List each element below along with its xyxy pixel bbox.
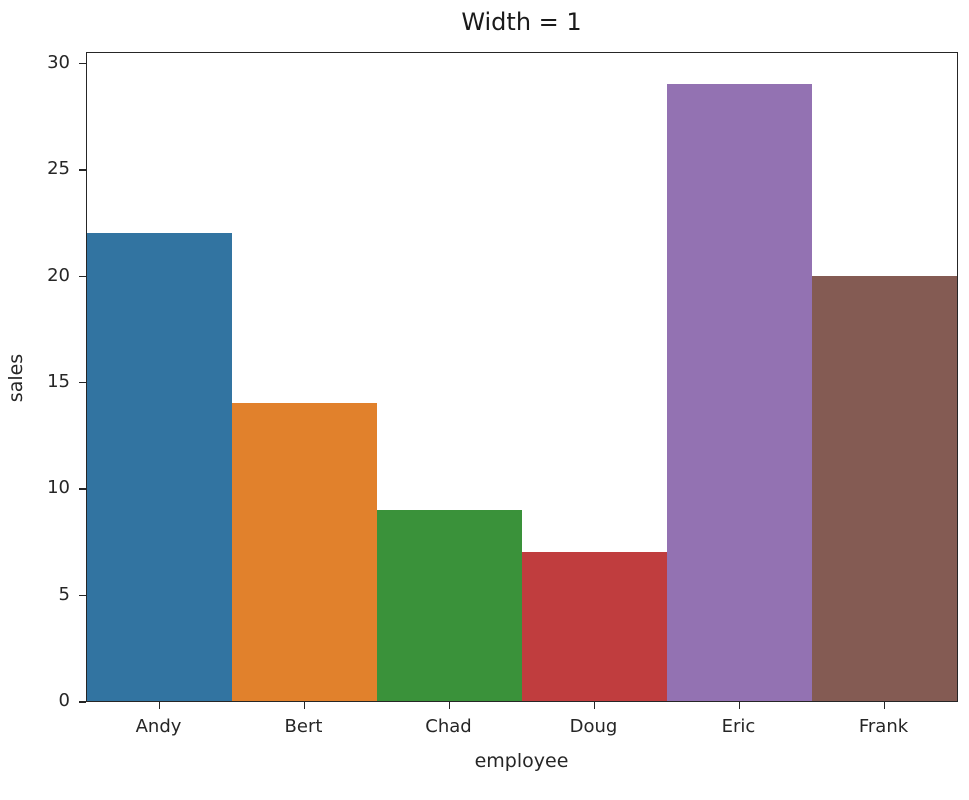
y-tick-label: 10 [47,477,70,499]
y-tick-label: 15 [47,370,70,392]
x-tick-label: Chad [425,716,472,737]
x-tick-mark [303,702,305,709]
y-tick-mark [79,701,86,703]
x-tick-label: Eric [721,716,756,737]
x-tick-mark [593,702,595,709]
bar-andy [87,233,232,701]
x-tick-mark [448,702,450,709]
x-tick-mark [883,702,885,709]
x-tick-mark [738,702,740,709]
y-tick-mark [79,169,86,171]
bar-bert [232,403,377,701]
y-tick-label: 30 [47,51,70,73]
bar-chad [377,509,522,701]
x-tick-label: Andy [135,716,182,737]
bar-eric [667,84,812,701]
x-tick-label: Doug [569,716,618,737]
y-tick-label: 0 [58,690,70,711]
y-tick-label: 5 [58,583,70,605]
bar-doug [522,552,667,701]
x-tick-label: Bert [284,716,323,737]
plot-area [86,52,958,702]
x-axis-label: employee [474,750,569,772]
y-tick-mark [79,488,86,490]
x-tick-mark [158,702,160,709]
y-tick-label: 25 [47,158,70,180]
x-tick-label: Frank [858,716,909,737]
y-tick-mark [79,62,86,65]
bar-frank [812,275,957,701]
y-tick-mark [79,594,86,597]
y-tick-mark [79,275,86,278]
chart-title: Width = 1 [461,8,582,36]
y-axis-label: sales [5,353,27,403]
y-tick-mark [79,381,86,384]
y-tick-label: 20 [47,264,70,286]
